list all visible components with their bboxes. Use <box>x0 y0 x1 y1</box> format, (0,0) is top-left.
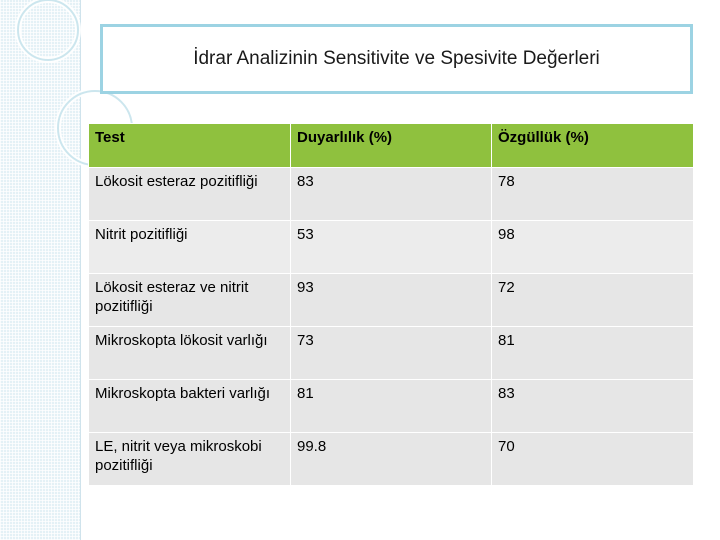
cell-sensitivity: 81 <box>290 379 492 433</box>
cell-test: Mikroskopta lökosit varlığı <box>88 326 291 380</box>
table-row: Mikroskopta lökosit varlığı 73 81 <box>88 326 694 380</box>
side-pattern-panel <box>0 0 81 540</box>
table-row: Lökosit esteraz ve nitrit pozitifliği 93… <box>88 273 694 327</box>
cell-sensitivity: 93 <box>290 273 492 327</box>
cell-test: Mikroskopta bakteri varlığı <box>88 379 291 433</box>
cell-specificity: 98 <box>491 220 694 274</box>
table-row: Mikroskopta bakteri varlığı 81 83 <box>88 379 694 433</box>
cell-specificity: 81 <box>491 326 694 380</box>
header-specificity: Özgüllük (%) <box>491 123 694 168</box>
cell-sensitivity: 99.8 <box>290 432 492 486</box>
header-sensitivity: Duyarlılık (%) <box>290 123 492 168</box>
title-box: İdrar Analizinin Sensitivite ve Spesivit… <box>100 24 693 94</box>
table-row: Lökosit esteraz pozitifliği 83 78 <box>88 167 694 221</box>
data-table: Test Duyarlılık (%) Özgüllük (%) Lökosit… <box>88 123 694 486</box>
cell-specificity: 78 <box>491 167 694 221</box>
cell-specificity: 83 <box>491 379 694 433</box>
cell-test: LE, nitrit veya mikroskobi pozitifliği <box>88 432 291 486</box>
cell-sensitivity: 53 <box>290 220 492 274</box>
page-title: İdrar Analizinin Sensitivite ve Spesivit… <box>193 48 600 69</box>
cell-sensitivity: 73 <box>290 326 492 380</box>
cell-specificity: 72 <box>491 273 694 327</box>
table-row: Nitrit pozitifliği 53 98 <box>88 220 694 274</box>
cell-test: Lökosit esteraz pozitifliği <box>88 167 291 221</box>
table-row: LE, nitrit veya mikroskobi pozitifliği 9… <box>88 432 694 486</box>
cell-specificity: 70 <box>491 432 694 486</box>
cell-sensitivity: 83 <box>290 167 492 221</box>
cell-test: Lökosit esteraz ve nitrit pozitifliği <box>88 273 291 327</box>
header-test: Test <box>88 123 291 168</box>
table-header-row: Test Duyarlılık (%) Özgüllük (%) <box>88 123 694 168</box>
cell-test: Nitrit pozitifliği <box>88 220 291 274</box>
